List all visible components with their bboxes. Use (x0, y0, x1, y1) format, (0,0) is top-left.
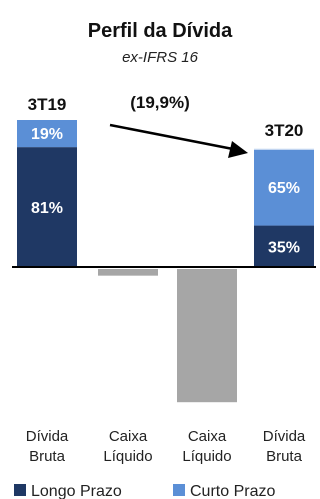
bar-3-segment-1 (254, 148, 314, 226)
bar-2 (177, 269, 237, 403)
legend-swatch-1 (173, 484, 185, 496)
category-label-0-line-0: Dívida (26, 428, 69, 445)
bar-1 (98, 269, 158, 276)
category-label-0-line-1: Bruta (29, 448, 66, 465)
period-label-start: 3T19 (28, 95, 67, 114)
trend-arrow-line (109, 123, 239, 152)
bar-0-segment-0 (17, 147, 77, 267)
bar-0-segment-1 (17, 119, 77, 148)
category-label-1-line-0: Caixa (109, 428, 148, 445)
category-label-2-line-0: Caixa (188, 428, 227, 445)
chart-subtitle: ex-IFRS 16 (122, 49, 199, 66)
bar-3-segment-1-label: 65% (268, 180, 300, 197)
category-label-1-line-1: Líquido (103, 448, 152, 465)
bar-0-segment-0-label: 81% (31, 200, 63, 217)
bar-0-segment-1-label: 19% (31, 126, 63, 143)
change-label: (19,9%) (130, 93, 190, 112)
category-label-3-line-1: Bruta (266, 448, 303, 465)
legend-label-1: Curto Prazo (190, 483, 275, 499)
trend-arrow-head (228, 141, 248, 158)
category-label-2-line-1: Líquido (182, 448, 231, 465)
legend-swatch-0 (14, 484, 26, 496)
bar-3-segment-0 (254, 225, 314, 267)
legend-label-0: Longo Prazo (31, 483, 122, 499)
category-label-3-line-0: Dívida (263, 428, 306, 445)
period-label-end: 3T20 (265, 121, 304, 140)
chart-title: Perfil da Dívida (88, 20, 233, 42)
bar-3-segment-0-label: 35% (268, 239, 300, 256)
